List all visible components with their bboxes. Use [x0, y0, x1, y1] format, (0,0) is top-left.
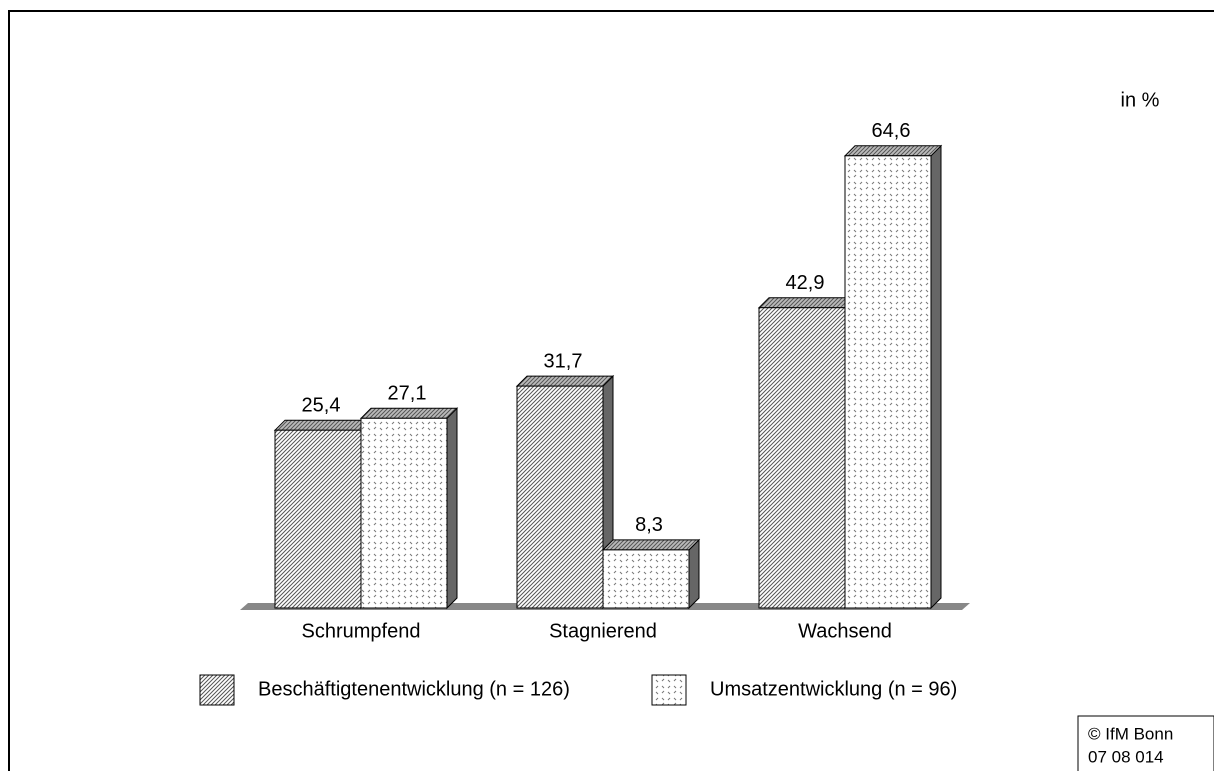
bar — [758, 307, 846, 609]
data-label: 8,3 — [635, 514, 663, 536]
bar — [274, 429, 362, 609]
data-label: 31,7 — [544, 350, 583, 372]
unit-label: in % — [1121, 89, 1160, 111]
bar-top — [515, 375, 615, 387]
frame — [8, 10, 1214, 776]
x-tick-label: Schrumpfend — [302, 620, 421, 642]
source-text: © IfM Bonn — [1088, 724, 1173, 743]
legend-label: Umsatzentwicklung (n = 96) — [710, 678, 957, 700]
data-label: 25,4 — [302, 394, 341, 416]
x-tick-label: Wachsend — [798, 620, 892, 642]
bar-top — [273, 419, 373, 431]
legend-swatch — [651, 674, 687, 706]
bar — [844, 155, 932, 609]
data-label: 42,9 — [786, 272, 825, 294]
bar — [360, 417, 448, 609]
source-text: 07 08 014 — [1088, 747, 1164, 766]
bar-top — [843, 145, 943, 157]
data-label: 27,1 — [388, 383, 427, 405]
legend-swatch — [199, 674, 235, 706]
bar — [602, 549, 690, 609]
bar-side — [930, 144, 942, 610]
source-box — [1077, 715, 1214, 776]
bar-top — [359, 407, 459, 419]
bar-top — [601, 539, 701, 551]
bar-side — [688, 538, 700, 610]
bar — [516, 385, 604, 609]
x-tick-label: Stagnierend — [549, 620, 657, 642]
legend-label: Beschäftigtenentwicklung (n = 126) — [258, 678, 570, 700]
data-label: 64,6 — [872, 120, 911, 142]
bar-side — [446, 407, 458, 610]
bar-top — [757, 297, 857, 309]
